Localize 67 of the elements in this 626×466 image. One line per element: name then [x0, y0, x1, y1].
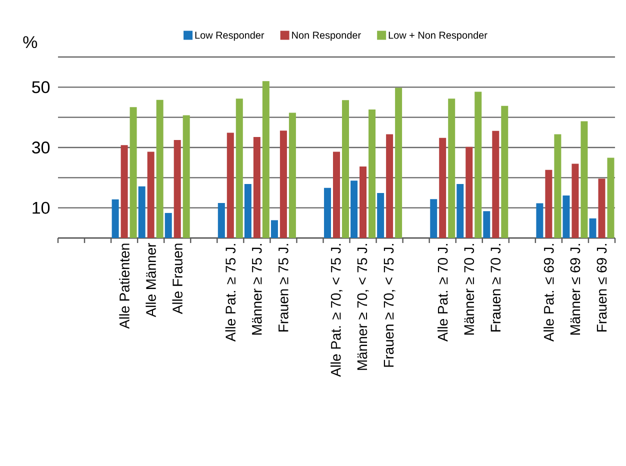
x-tick-label: Männer ≥ 70, < 75 J.	[357, 244, 369, 370]
bar	[439, 138, 446, 238]
bar	[244, 184, 252, 238]
x-tick-label: Frauen ≥ 70 J.	[490, 244, 501, 332]
bar	[430, 199, 438, 238]
bar	[580, 121, 588, 238]
bar	[262, 81, 270, 238]
legend-label: Low Responder	[195, 31, 264, 41]
x-tick-label: Frauen ≤ 69 J.	[596, 244, 607, 332]
x-tick-label: Alle Pat. ≥ 70 J.	[437, 244, 448, 342]
y-tick-label: 30	[32, 142, 50, 154]
x-tick-label: Männer ≤ 69 J.	[570, 244, 580, 335]
x-tick-label: Frauen ≥ 70, < 75 J.	[384, 244, 396, 367]
bar	[164, 212, 172, 238]
bar	[236, 98, 243, 238]
x-tick-label: Alle Pat. ≥ 70, < 75 J.	[330, 244, 342, 377]
bar	[456, 184, 464, 238]
bar	[607, 158, 614, 238]
bar	[474, 92, 482, 238]
bar	[342, 100, 349, 238]
bar	[492, 130, 500, 238]
bar	[562, 195, 570, 238]
bar	[536, 203, 544, 238]
bar	[324, 188, 332, 238]
x-tick-label: Alle Patienten	[119, 244, 130, 329]
y-tick-label: 10	[32, 202, 50, 214]
bar	[554, 134, 562, 238]
bar	[483, 211, 490, 238]
x-tick-label: Alle Pat. ≥ 75 J.	[225, 244, 236, 342]
bar	[589, 218, 596, 238]
bar	[226, 132, 234, 238]
bar	[377, 193, 384, 238]
x-tick-label: Alle Frauen	[172, 244, 182, 314]
y-tick-label: 50	[32, 81, 50, 94]
bar	[280, 130, 287, 238]
bar	[120, 145, 128, 238]
bar	[448, 98, 456, 238]
bar	[333, 152, 340, 238]
y-axis-title: %	[23, 36, 38, 48]
bar	[218, 203, 225, 238]
bar	[350, 180, 358, 238]
x-tick-label: Alle Pat. ≤ 69 J.	[544, 244, 554, 342]
bar	[112, 199, 119, 238]
bar	[598, 178, 606, 238]
bar	[182, 115, 190, 238]
x-tick-label: Männer ≥ 75 J.	[252, 244, 262, 335]
x-tick-label: Alle Männer	[146, 243, 156, 318]
legend-label: Low + Non Responder	[388, 31, 488, 41]
bar	[138, 186, 146, 238]
bar	[466, 146, 473, 238]
bar	[572, 164, 579, 238]
bar	[253, 136, 260, 238]
bar	[360, 166, 367, 238]
bar	[368, 109, 376, 238]
bar	[386, 134, 394, 238]
x-tick-label: Männer ≥ 70 J.	[464, 244, 474, 335]
bar	[395, 88, 402, 238]
bar	[288, 112, 296, 238]
bar	[545, 170, 552, 238]
x-tick-label: Frauen ≥ 75 J.	[278, 244, 288, 332]
bar	[156, 100, 164, 238]
bar	[270, 220, 278, 238]
bar	[130, 107, 137, 238]
bar	[174, 140, 181, 238]
bar	[501, 106, 508, 238]
legend-label: Non Responder	[292, 31, 361, 41]
bar	[147, 152, 154, 238]
